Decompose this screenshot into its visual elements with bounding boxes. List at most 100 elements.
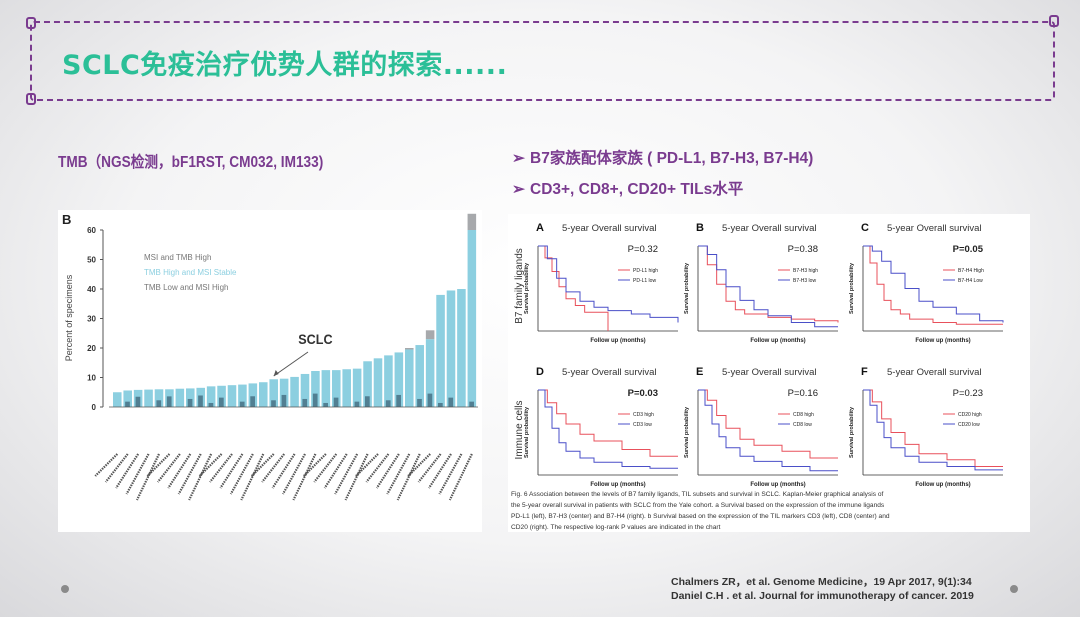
y-tick-label: 10 — [87, 374, 96, 383]
x-tick-label-mark — [240, 453, 265, 501]
bar-dark-segment — [156, 400, 162, 407]
bar-dark-segment — [271, 400, 276, 407]
bar-tmb-high-msi-stable — [394, 352, 404, 407]
citation-line: Chalmers ZR，et al. Genome Medicine，19 Ap… — [671, 576, 972, 588]
x-tick-label-mark — [104, 453, 129, 483]
figure-caption-line: PD-L1 (left), B7-H3 (center) and B7-H4 (… — [511, 513, 890, 520]
x-tick-label-mark — [271, 453, 296, 489]
x-axis-label: Follow up (months) — [915, 338, 970, 344]
y-tick-label: 30 — [87, 315, 96, 324]
bar-tmb-high-msi-stable — [144, 389, 153, 407]
bar-tmb-high-msi-stable — [113, 392, 122, 407]
x-tick-label-mark — [386, 453, 411, 495]
bar-msi-tmb-high — [405, 348, 414, 350]
row-label: B7 family ligands — [514, 248, 525, 324]
panel-title: 5-year Overall survival — [722, 367, 817, 378]
panel-label: B — [62, 212, 71, 227]
km-curve-low — [863, 389, 1003, 471]
y-axis-label: Percent of specimens — [64, 274, 74, 361]
bar-tmb-high-msi-stable — [467, 230, 477, 407]
bar-tmb-high-msi-stable — [342, 369, 351, 407]
bar-msi-tmb-high — [425, 330, 435, 340]
km-curve-low — [698, 245, 838, 328]
legend-label: B7-H3 low — [793, 278, 816, 284]
x-tick-label-mark — [396, 453, 421, 501]
bar-dark-segment — [187, 398, 193, 407]
frame-corner — [26, 17, 36, 29]
citation-line: Daniel C.H . et al. Journal for immunoth… — [671, 590, 974, 602]
bar-tmb-high-msi-stable — [352, 368, 362, 407]
legend-label: CD20 high — [958, 412, 982, 418]
panel-title: 5-year Overall survival — [887, 367, 982, 378]
legend-label: CD3 low — [633, 422, 652, 428]
panel-title: 5-year Overall survival — [887, 223, 982, 234]
frame-corner — [26, 93, 36, 105]
y-tick-label: 60 — [87, 226, 96, 235]
bullet-text: B7家族配体家族 ( PD-L1, B7-H3, B7-H4) — [530, 150, 814, 167]
x-tick-label-mark — [94, 453, 119, 477]
bar-tmb-high-msi-stable — [248, 383, 258, 407]
x-tick-label-mark — [375, 453, 400, 489]
panel-label: C — [861, 222, 869, 234]
bar-tmb-high-msi-stable — [415, 345, 424, 407]
km-curve-low — [863, 245, 1004, 323]
bar-tmb-high-msi-stable — [321, 370, 331, 407]
bar-dark-segment — [417, 398, 422, 407]
legend-label: B7-H3 high — [793, 268, 818, 274]
bar-dark-segment — [312, 393, 318, 407]
bar-tmb-high-msi-stable — [154, 389, 164, 407]
km-survival-svg: B7 family ligands Immune cells A 5-year Ove… — [511, 222, 1004, 531]
bar-dark-segment — [198, 395, 203, 407]
y-tick-label: 40 — [87, 285, 96, 294]
bar-dark-segment — [364, 396, 370, 407]
bar-tmb-high-msi-stable — [446, 290, 456, 407]
x-tick-label-mark — [115, 453, 140, 489]
bar-tmb-high-msi-stable — [217, 385, 226, 407]
x-axis-label: Follow up (months) — [590, 338, 645, 344]
y-tick-label: 0 — [92, 403, 97, 412]
bar-dark-segment — [469, 401, 474, 407]
bar-msi-tmb-high — [467, 213, 477, 230]
panel-label: D — [536, 366, 544, 378]
bar-tmb-high-msi-stable — [436, 294, 445, 407]
p-value: P=0.03 — [628, 388, 658, 399]
bar-tmb-high-msi-stable — [175, 388, 185, 407]
bar-dark-segment — [396, 394, 401, 407]
panel-label: B — [696, 222, 704, 234]
bar-dark-segment — [208, 402, 214, 407]
bullet-item: ➢ CD3+, CD8+, CD20+ TILs水平 — [512, 179, 813, 210]
y-axis-label: Survival probability — [684, 406, 690, 458]
legend-label: CD20 low — [958, 422, 980, 428]
bar-dark-segment — [448, 397, 454, 407]
x-tick-label-mark — [156, 453, 181, 483]
x-tick-label-mark — [323, 453, 348, 489]
km-curve-high — [538, 389, 678, 457]
slide-dot-right — [1010, 585, 1018, 593]
tmb-bar-chart: B Percent of specimens 0 10 20 30 40 50 60 MSI an… — [58, 210, 482, 532]
arrow-bullet-icon: ➢ — [512, 181, 525, 198]
bar-dark-segment — [250, 396, 255, 407]
legend-label: PD-L1 low — [633, 278, 656, 284]
x-axis-label: Follow up (months) — [915, 482, 970, 488]
bar-dark-segment — [427, 393, 433, 407]
p-value: P=0.38 — [788, 244, 818, 255]
bar-dark-segment — [239, 401, 245, 407]
panel-title: 5-year Overall survival — [722, 223, 817, 234]
x-tick-label-mark — [344, 453, 369, 501]
bar-tmb-high-msi-stable — [384, 355, 393, 407]
bar-tmb-high-msi-stable — [123, 390, 132, 407]
bar-dark-segment — [125, 401, 130, 407]
panel-title: 5-year Overall survival — [562, 223, 657, 234]
y-axis-label: Survival probability — [524, 406, 530, 458]
bar-tmb-high-msi-stable — [363, 361, 372, 407]
bar-dark-segment — [354, 401, 360, 407]
legend-label: TMB High and MSI Stable — [144, 268, 237, 277]
bullet-text: CD3+, CD8+, CD20+ TILs水平 — [530, 181, 744, 198]
legend-label: CD8 low — [793, 422, 812, 428]
p-value: P=0.32 — [628, 244, 658, 255]
panel-label: F — [861, 366, 868, 378]
panel-title: 5-year Overall survival — [562, 367, 657, 378]
km-curve-low — [698, 389, 838, 472]
legend-label: CD8 high — [793, 412, 814, 418]
bar-dark-segment — [333, 397, 339, 407]
